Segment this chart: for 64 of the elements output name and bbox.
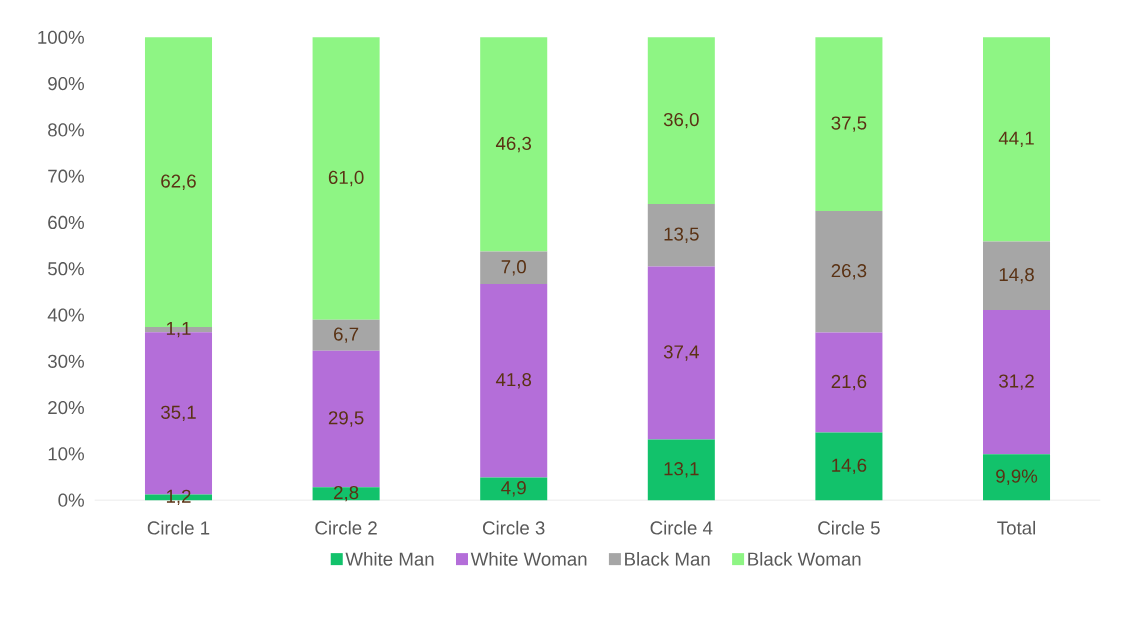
data-label: 7,0: [501, 260, 526, 276]
y-tick-label: 60%: [48, 216, 84, 230]
bar: [983, 310, 1051, 455]
data-label: 4,9: [501, 481, 526, 497]
data-label: 31,2: [999, 374, 1034, 391]
bar: [983, 37, 1051, 242]
data-label: 29,5: [328, 411, 364, 427]
data-label: 46,3: [495, 136, 532, 153]
bar: [312, 319, 380, 351]
legend-label: White Woman: [470, 552, 587, 566]
data-label: 44,1: [998, 132, 1034, 148]
data-label: 35,1: [161, 405, 196, 422]
bar: [480, 284, 548, 478]
y-tick-label: 80%: [48, 123, 84, 137]
data-label: 13,5: [664, 227, 699, 244]
legend-label: Black Woman: [748, 552, 861, 566]
y-tick-label: 90%: [48, 77, 84, 91]
bar: [647, 37, 715, 205]
bar: [480, 477, 548, 501]
legend-label: White Man: [345, 552, 434, 566]
data-label: 13,1: [664, 462, 699, 478]
bar: [312, 37, 380, 320]
y-tick-label: 20%: [48, 401, 84, 415]
data-label: 62,6: [161, 174, 196, 191]
data-label: 9,9%: [996, 469, 1038, 486]
data-label: 26,3: [831, 264, 867, 280]
data-label: 21,6: [831, 375, 867, 391]
data-label: 6,7: [334, 327, 359, 344]
bar: [815, 211, 883, 333]
legend-label: Black Man: [625, 552, 710, 566]
x-tick-label: Circle 3: [483, 521, 545, 535]
bar: [312, 350, 380, 488]
y-tick-label: 100%: [38, 30, 84, 45]
bar: [647, 266, 715, 440]
data-label: 14,6: [832, 458, 867, 475]
y-tick-label: 10%: [48, 447, 84, 461]
y-tick-label: 40%: [47, 308, 84, 322]
bar: [480, 37, 548, 252]
bar: [983, 454, 1051, 501]
bar: [815, 332, 883, 433]
y-tick-label: 0%: [58, 493, 84, 507]
data-label: 14,8: [999, 268, 1034, 284]
data-label: 1,1: [166, 322, 191, 338]
data-label: 41,8: [495, 373, 532, 389]
bar: [647, 439, 715, 501]
bar: [815, 432, 883, 501]
y-tick-label: 50%: [48, 262, 84, 276]
bar: [815, 37, 883, 212]
data-label: 37,5: [831, 116, 867, 133]
x-tick-label: Circle 5: [818, 521, 880, 535]
y-tick-label: 70%: [48, 169, 84, 184]
bar: [480, 251, 548, 285]
x-tick-label: Total: [997, 521, 1036, 535]
y-tick-label: 30%: [47, 354, 84, 369]
data-label: 37,4: [663, 345, 699, 361]
bar: [647, 204, 715, 267]
x-tick-label: Circle 2: [315, 521, 377, 535]
x-tick-label: Circle 4: [650, 521, 713, 535]
bar: [312, 487, 380, 501]
data-label: 36,0: [663, 113, 699, 129]
data-label: 61,0: [328, 171, 364, 187]
bar: [983, 241, 1051, 311]
data-label: 2,8: [334, 486, 359, 502]
x-tick-label: Circle 1: [147, 521, 210, 535]
